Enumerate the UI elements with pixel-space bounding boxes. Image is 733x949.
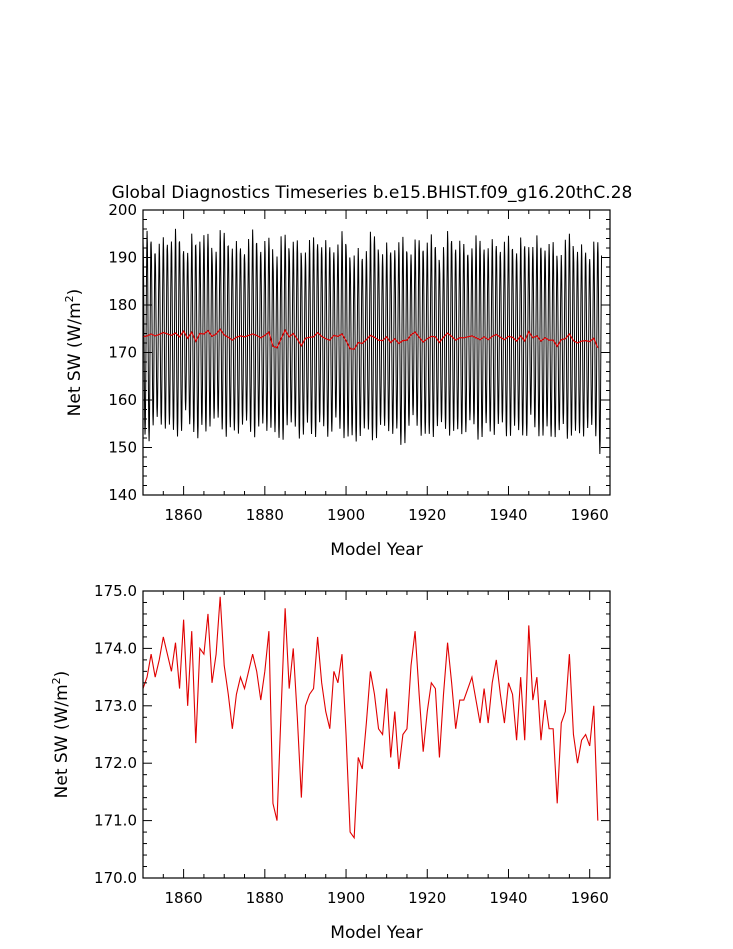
x-tick-label: 1900 bbox=[327, 889, 365, 907]
axis-ticks-bottom bbox=[142, 590, 611, 879]
x-tick-label: 1960 bbox=[571, 889, 609, 907]
y-tick-label: 200 bbox=[108, 201, 137, 219]
y-tick-label: 172.0 bbox=[94, 754, 137, 772]
x-tick-label: 1920 bbox=[408, 889, 446, 907]
y-tick-labels-bottom: 170.0 171.0 172.0 173.0 174.0 175.0 bbox=[94, 582, 137, 887]
y-tick-label: 175.0 bbox=[94, 582, 137, 600]
y-tick-label: 170 bbox=[108, 344, 137, 362]
x-tick-labels-top: 1860 1880 1900 1920 1940 1960 bbox=[165, 506, 609, 524]
annual-mean-path bbox=[142, 596, 599, 840]
monthly-series-line bbox=[142, 228, 603, 454]
x-tick-label: 1880 bbox=[246, 506, 284, 524]
x-tick-label: 1900 bbox=[327, 506, 365, 524]
x-axis-label-bottom: Model Year bbox=[330, 923, 422, 943]
monthly-series-path bbox=[142, 228, 603, 454]
x-tick-label: 1860 bbox=[165, 889, 203, 907]
x-tick-labels-bottom: 1860 1880 1900 1920 1940 1960 bbox=[165, 889, 609, 907]
axis-ticks-top bbox=[142, 209, 611, 496]
y-tick-label: 150 bbox=[108, 439, 137, 457]
figure-title: Global Diagnostics Timeseries b.e15.BHIS… bbox=[112, 183, 633, 203]
x-axis-label-top: Model Year bbox=[330, 540, 422, 560]
y-tick-label: 174.0 bbox=[94, 639, 137, 657]
annual-mean-series-line bbox=[142, 328, 599, 350]
annual-mean-path bbox=[142, 328, 599, 350]
x-tick-label: 1940 bbox=[489, 889, 527, 907]
x-tick-label: 1940 bbox=[489, 506, 527, 524]
y-tick-label: 170.0 bbox=[94, 869, 137, 887]
y-tick-label: 180 bbox=[108, 296, 137, 314]
y-axis-label-bottom: Net SW (W/m2) bbox=[50, 671, 72, 799]
timeseries-panel-top: 1860 1880 1900 1920 1940 1960 140 150 160 170 180… bbox=[63, 201, 611, 560]
timeseries-panel-bottom: 1860 1880 1900 1920 1940 1960 170.0 171.0 172.0… bbox=[50, 582, 611, 943]
x-tick-label: 1960 bbox=[571, 506, 609, 524]
x-tick-label: 1920 bbox=[408, 506, 446, 524]
annual-mean-series-line bbox=[142, 596, 599, 840]
x-tick-label: 1860 bbox=[165, 506, 203, 524]
x-tick-label: 1880 bbox=[246, 889, 284, 907]
y-tick-label: 160 bbox=[108, 391, 137, 409]
plot-frame-bottom bbox=[142, 590, 611, 879]
y-tick-label: 171.0 bbox=[94, 812, 137, 830]
y-tick-label: 140 bbox=[108, 486, 137, 504]
y-tick-labels-top: 140 150 160 170 180 190 200 bbox=[108, 201, 137, 504]
y-axis-label-top: Net SW (W/m2) bbox=[63, 289, 85, 417]
y-tick-label: 173.0 bbox=[94, 697, 137, 715]
y-tick-label: 190 bbox=[108, 249, 137, 267]
